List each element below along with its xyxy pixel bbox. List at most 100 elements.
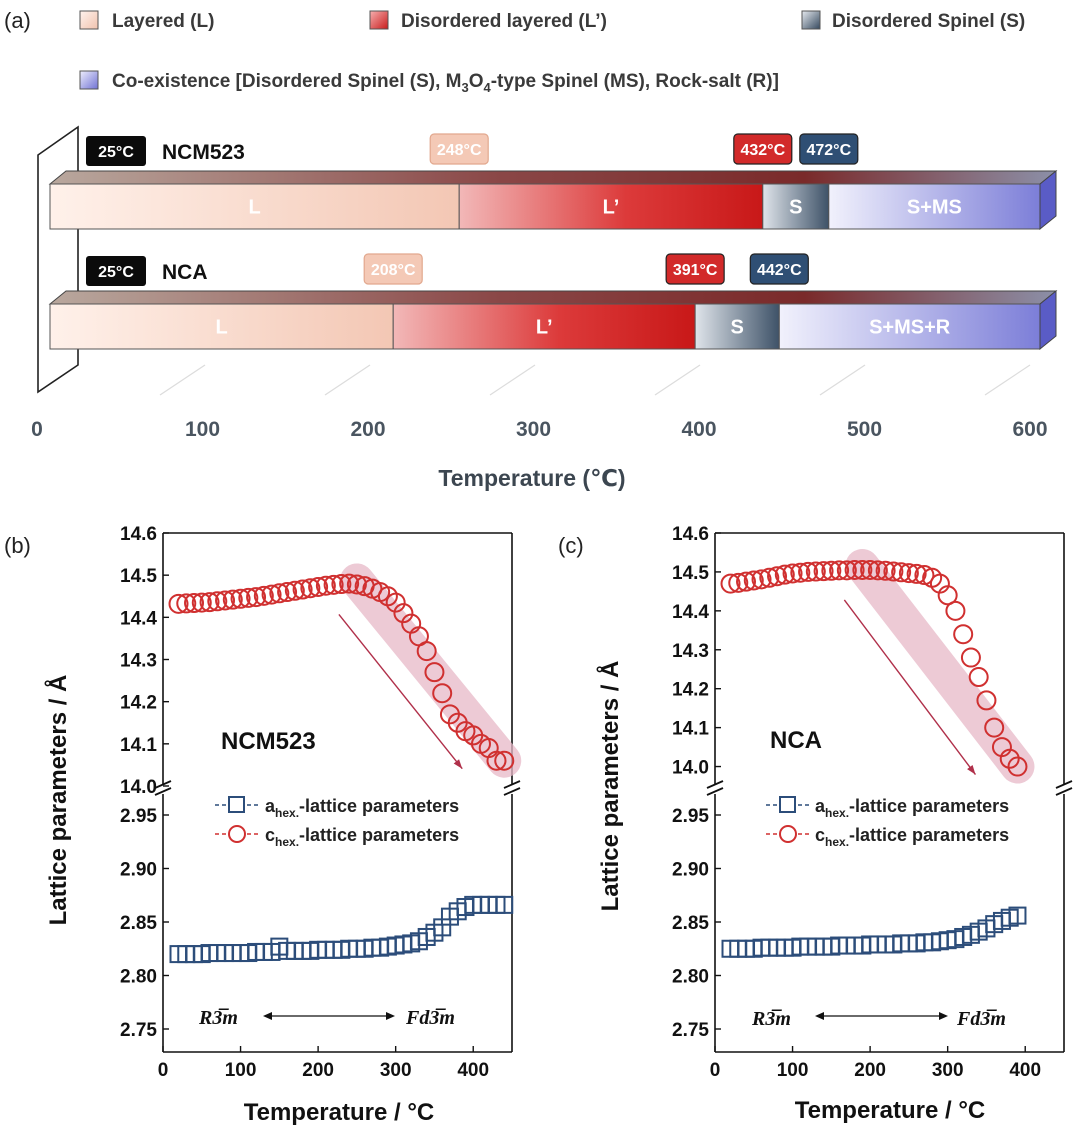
bar-end-cap	[1039, 169, 1057, 231]
panel-c-x-tick-label: 200	[854, 1060, 886, 1081]
panel-c-c-lattice-point	[798, 561, 819, 582]
panel-a-label: (a)	[4, 8, 31, 33]
panel-c-c-lattice-point	[790, 562, 811, 583]
panel-c-c-lattice-point	[736, 571, 757, 592]
timeline-x-tick-label: 600	[1012, 418, 1047, 441]
panel-c-phase-left: R3̅m	[751, 1008, 791, 1030]
phase-segment-s	[694, 303, 780, 350]
start-temperature-text: 25°C	[98, 144, 134, 161]
panel-b-c-lattice-point	[432, 683, 453, 704]
panel-b-y-tick-label-lower: 2.85	[120, 913, 157, 934]
panel-b-y-tick-label-lower: 2.75	[120, 1020, 157, 1041]
panel-c-plot-area: 14.0 14.1 14.2 14.3 14.4 14.5 14.6 2.75 2.80 2.85…	[672, 524, 1073, 1081]
legend-disordered-spinel: Disordered Spinel (S)	[801, 10, 1025, 32]
timeline-back-wall	[37, 125, 79, 394]
panel-c-c-lattice-point	[844, 559, 865, 580]
timeline-bars: 25°C NCM523 L L’ S S+MS 248°C 432°C 472°C 25°C NCA…	[48, 133, 1058, 351]
panel-c-c-lattice-point	[953, 624, 974, 645]
panel-c-c-lattice-point	[960, 647, 981, 668]
legend-text-disordered-spinel: Disordered Spinel (S)	[832, 11, 1025, 32]
panel-b-trend-arrow-head	[453, 759, 463, 769]
panel-c-label: (c)	[558, 533, 584, 558]
panel-c-transition-highlight	[845, 548, 1035, 784]
panel-c-c-lattice-point	[751, 569, 772, 590]
panel-c-x-tick-label: 0	[710, 1060, 721, 1081]
panel-b-legend-a-square-marker	[228, 796, 245, 813]
start-temperature-badge	[86, 256, 146, 286]
timeline-sample-name: NCM523	[162, 141, 245, 164]
panel-b-y-tick-label-upper: 14.4	[120, 608, 157, 629]
panel-b-x-tick-label: 200	[302, 1060, 334, 1081]
panel-b-c-lattice-point	[315, 575, 336, 596]
panel-c-c-lattice-point	[774, 564, 795, 585]
transition-temperature-text: 432°C	[740, 142, 785, 159]
panel-b-trend-arrow-line	[338, 614, 463, 770]
panel-c-y-tick-label-lower: 2.90	[672, 860, 709, 881]
transition-temperature-badge	[665, 253, 725, 285]
start-temperature-text: 25°C	[98, 264, 134, 281]
panel-c-c-lattice-point	[999, 748, 1020, 769]
phase-segment-label: S	[789, 197, 802, 219]
panel-b-y-tick-label-upper: 14.1	[120, 735, 157, 756]
panel-b-legend-a-text: ahex.-lattice parameters	[265, 796, 459, 820]
panel-c-c-lattice-point	[759, 567, 780, 588]
panel-c-c-lattice-point	[984, 717, 1005, 738]
panel-b-y-tick-label-lower: 2.90	[120, 860, 157, 881]
panel-c-y-tick-label-lower: 2.75	[672, 1020, 709, 1041]
panel-b-axis-break-mark	[154, 780, 172, 789]
panel-b-c-lattice-point	[339, 573, 360, 594]
panel-c-c-lattice-point	[891, 562, 912, 583]
panel-c-c-lattice-point	[860, 559, 881, 580]
panel-c-y-axis-title: Lattice parameters / Å	[596, 661, 624, 912]
timeline-floor-gridline	[984, 364, 1031, 396]
panel-c-nca-lattice: (c) Lattice parameters / Å Temperature /…	[558, 524, 1073, 1124]
panel-c-c-lattice-point	[968, 667, 989, 688]
bar-top-face	[48, 170, 1058, 185]
panel-c-c-lattice-point	[867, 560, 888, 581]
legend-text-disordered-layered: Disordered layered (L’)	[401, 11, 607, 32]
transition-temperature-badge	[749, 253, 809, 285]
panel-b-y-tick-label-upper: 14.2	[120, 693, 157, 714]
panel-b-x-tick-label: 400	[457, 1060, 489, 1081]
legend-text-layered: Layered (L)	[112, 11, 214, 32]
panel-b-label: (b)	[4, 533, 31, 558]
panel-c-x-tick-label: 400	[1009, 1060, 1041, 1081]
panel-b-legend-c-text: chex.-lattice parameters	[265, 825, 459, 849]
legend-disordered-layered: Disordered layered (L’)	[369, 10, 607, 32]
panel-a-phase-timeline: (a) Layered (L) Disordered layered (L’) …	[4, 8, 1058, 491]
panel-b-c-lattice-point	[261, 584, 282, 605]
legend-layered: Layered (L)	[79, 10, 214, 32]
timeline-row-nca: 25°C NCA L L’ S S+MS+R 208°C 391°C 442°C	[48, 253, 1058, 351]
panel-b-c-lattice-point	[300, 578, 321, 599]
phase-segment-label: L’	[603, 197, 620, 219]
panel-b-y-tick-label-upper: 14.5	[120, 566, 157, 587]
phase-segment-co	[778, 303, 1041, 350]
panel-b-x-tick-label: 300	[380, 1060, 412, 1081]
panel-c-c-lattice-point	[937, 585, 958, 606]
panel-b-c-lattice-point	[416, 641, 437, 662]
transition-temperature-text: 442°C	[757, 262, 802, 279]
panel-c-y-tick-label-upper: 14.3	[672, 641, 709, 662]
panel-c-y-tick-label-lower: 2.85	[672, 913, 709, 934]
panel-b-x-axis-title: Temperature / °C	[244, 1099, 435, 1126]
panel-b-c-lattice-point	[292, 579, 313, 600]
panel-b-y-tick-label-lower: 2.95	[120, 806, 157, 827]
panel-c-legend-a-square-marker	[779, 796, 796, 813]
panel-b-y-tick-label-upper: 14.3	[120, 651, 157, 672]
panel-c-x-axis-title: Temperature / °C	[795, 1097, 986, 1124]
timeline-floor-gridline	[324, 364, 371, 396]
phase-segment-l2	[458, 183, 764, 230]
panel-b-plot-area: 14.0 14.1 14.2 14.3 14.4 14.5 14.6 2.75 2.80 2.85…	[120, 524, 522, 1081]
panel-c-c-lattice-point	[829, 560, 850, 581]
panel-c-legend: ahex.-lattice parameters chex.-lattice p…	[766, 796, 1009, 849]
panel-b-x-tick-label: 0	[158, 1060, 169, 1081]
transition-temperature-text: 391°C	[673, 262, 718, 279]
panel-b-y-tick-label-lower: 2.80	[120, 967, 157, 988]
panel-b-c-lattice-point	[494, 750, 515, 771]
panel-b-c-lattice-point	[486, 750, 507, 771]
transition-temperature-text: 208°C	[371, 262, 416, 279]
panel-c-c-lattice-point	[836, 560, 857, 581]
timeline-x-tick-label: 500	[847, 418, 882, 441]
panel-b-legend-c-circle-marker	[228, 825, 246, 843]
